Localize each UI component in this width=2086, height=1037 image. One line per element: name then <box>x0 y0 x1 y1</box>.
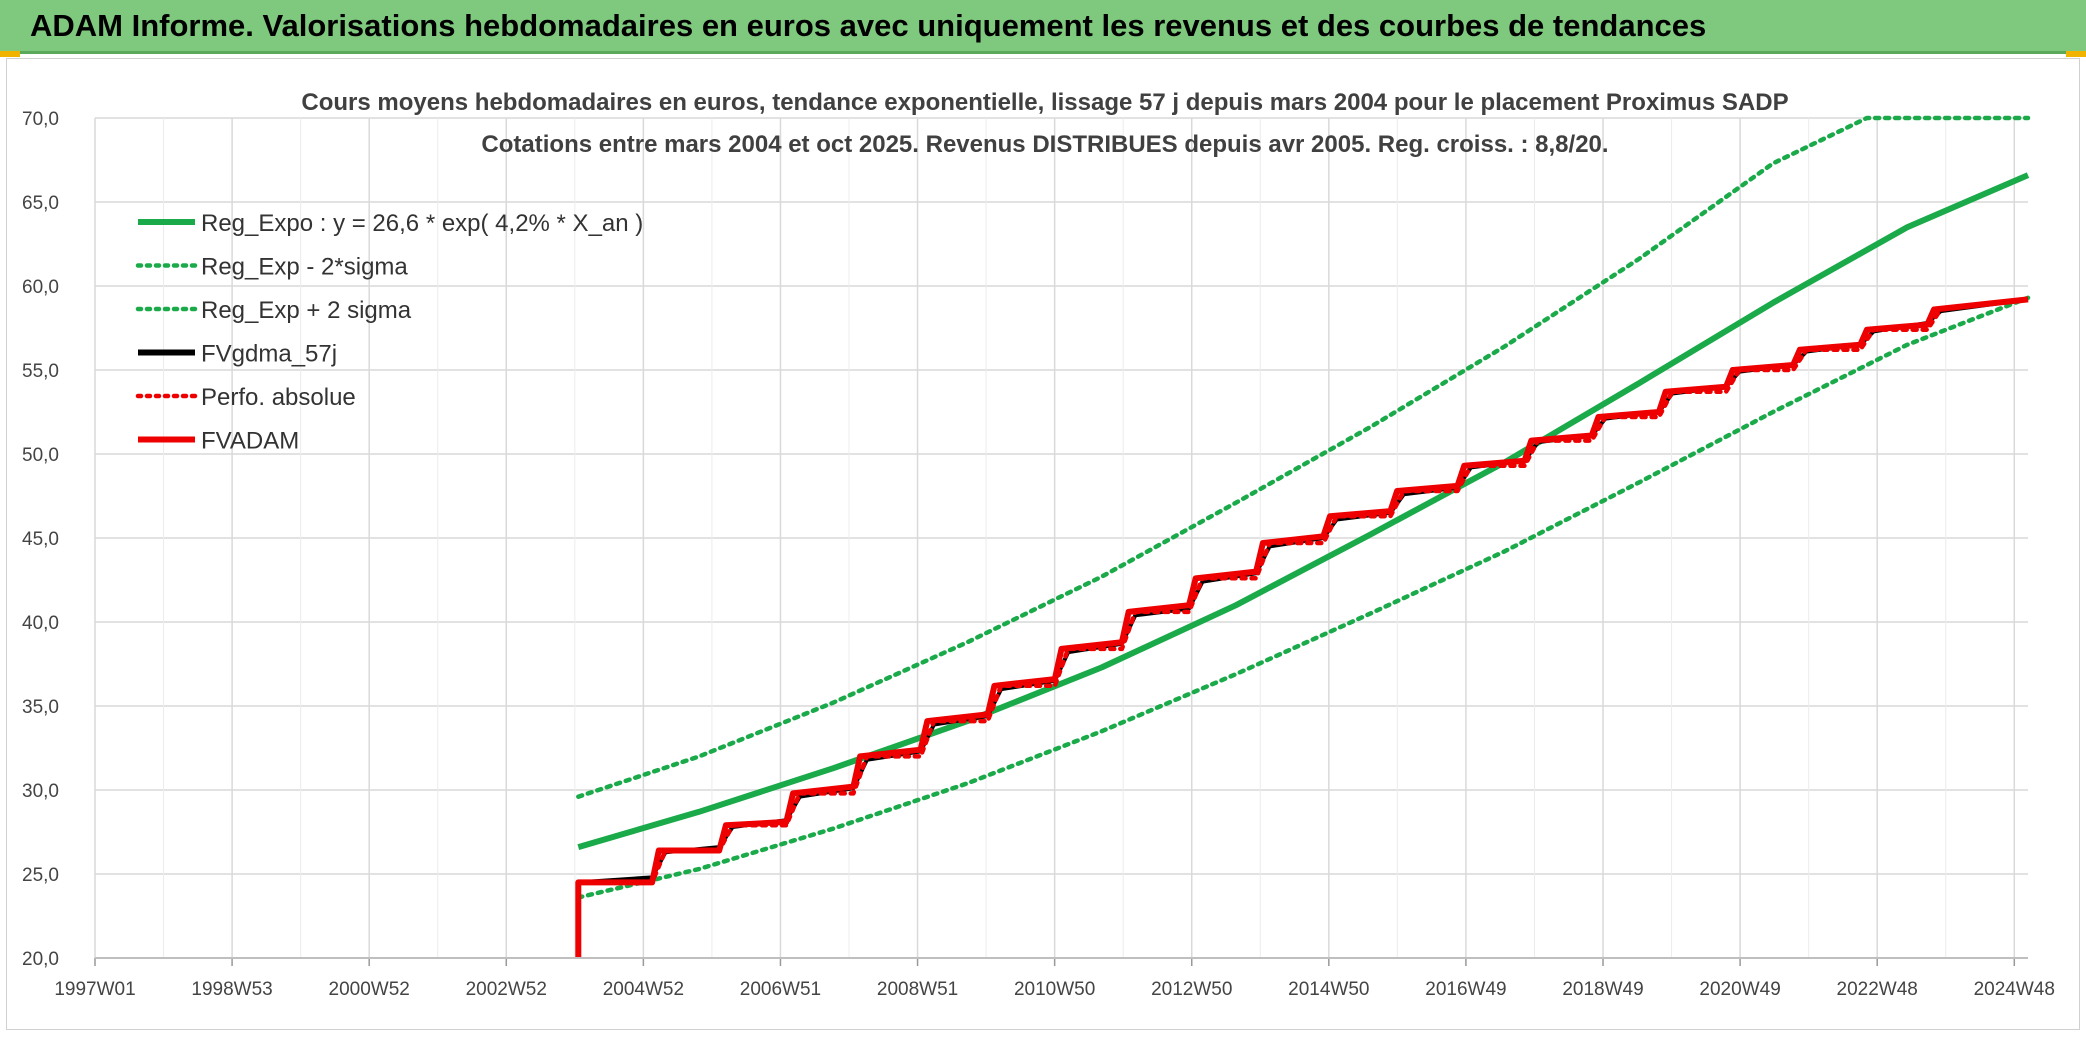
y-tick-label: 55,0 <box>22 361 59 382</box>
y-tick-label: 50,0 <box>22 445 59 466</box>
series-line-5 <box>575 296 2029 958</box>
x-tick-label: 1997W01 <box>54 979 135 1000</box>
report-banner: ADAM Informe. Valorisations hebdomadaire… <box>0 0 2086 54</box>
x-tick-label: 2018W49 <box>1562 979 1643 1000</box>
x-tick-label: 2020W49 <box>1699 979 1780 1000</box>
y-tick-label: 30,0 <box>22 781 59 802</box>
x-tick-label: 2014W50 <box>1288 979 1369 1000</box>
y-tick-label: 40,0 <box>22 613 59 634</box>
legend-label: Reg_Exp + 2 sigma <box>201 297 412 324</box>
report-title: ADAM Informe. Valorisations hebdomadaire… <box>30 8 1707 43</box>
x-tick-label: 2016W49 <box>1425 979 1506 1000</box>
x-tick-label: 2000W52 <box>329 979 410 1000</box>
x-tick-label: 2022W48 <box>1837 979 1918 1000</box>
series-line-2 <box>576 115 2031 799</box>
x-tick-label: 2024W48 <box>1974 979 2055 1000</box>
chart-title-line: Cours moyens hebdomadaires en euros, ten… <box>301 89 1788 116</box>
y-tick-label: 25,0 <box>22 865 59 886</box>
x-tick-label: 2002W52 <box>466 979 547 1000</box>
y-tick-label: 60,0 <box>22 277 59 298</box>
series-line-1 <box>576 295 2031 900</box>
corner-marker-left <box>0 51 20 57</box>
legend-label: Reg_Exp - 2*sigma <box>201 254 408 281</box>
y-tick-label: 70,0 <box>22 109 59 130</box>
x-tick-label: 2006W51 <box>740 979 821 1000</box>
legend: Reg_Expo : y = 26,6 * exp( 4,2% * X_an )… <box>135 210 643 455</box>
legend-label: FVADAM <box>201 428 299 455</box>
series-layer <box>575 115 2031 958</box>
x-tick-label: 2012W50 <box>1151 979 1232 1000</box>
corner-marker-right <box>2066 51 2086 57</box>
legend-label: FVgdma_57j <box>201 341 337 368</box>
y-tick-label: 65,0 <box>22 193 59 214</box>
chart-title: Cours moyens hebdomadaires en euros, ten… <box>301 89 1788 158</box>
legend-label: Reg_Expo : y = 26,6 * exp( 4,2% * X_an ) <box>201 210 643 237</box>
legend-label: Perfo. absolue <box>201 384 356 411</box>
y-tick-label: 20,0 <box>22 949 59 970</box>
x-tick-label: 2004W52 <box>603 979 684 1000</box>
series-line-0 <box>577 172 2030 850</box>
y-tick-label: 35,0 <box>22 697 59 718</box>
x-tick-label: 2008W51 <box>877 979 958 1000</box>
chart-frame <box>6 58 2080 1030</box>
grid <box>94 117 2028 959</box>
x-tick-label: 2010W50 <box>1014 979 1095 1000</box>
y-tick-label: 45,0 <box>22 529 59 550</box>
x-tick-label: 1998W53 <box>191 979 272 1000</box>
axes: 20,0 25,0 30,0 35,0 40,0 45,0 50,0 55,0 60,0 65,0… <box>22 109 2055 1000</box>
chart-title-line: Cotations entre mars 2004 et oct 2025. R… <box>481 131 1608 158</box>
